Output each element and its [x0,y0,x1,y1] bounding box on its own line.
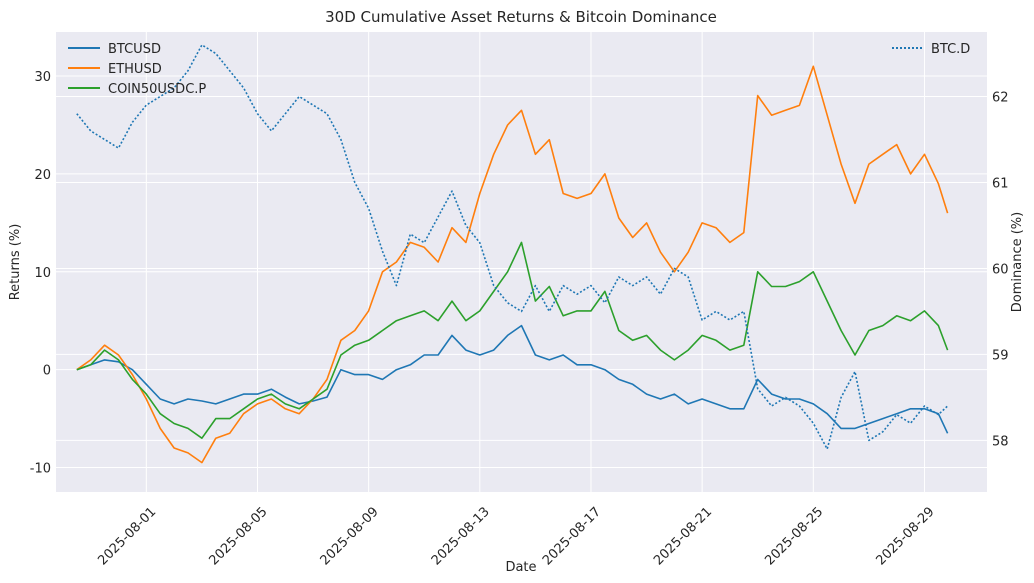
x-tick-label: 2025-08-21 [651,504,715,568]
legend-label-ethusd: ETHUSD [108,62,162,77]
x-tick-label: 2025-08-01 [95,504,159,568]
x-tick-labels: 2025-08-01 2025-08-05 2025-08-09 2025-08-13… [95,504,937,568]
y-tick-label: 30 [34,70,51,85]
y2-axis-label: Dominance (%) [1010,212,1025,312]
plot-area [56,32,987,492]
y-tick-label: 20 [34,168,51,183]
legend-label-btcd: BTC.D [931,42,970,57]
legend-left: BTCUSD ETHUSD COIN50USDC.P [68,42,206,97]
y2-tick-label: 60 [992,262,1009,277]
series-lines [76,44,949,464]
y-tick-label: -10 [30,462,51,477]
y2-tick-label: 62 [992,90,1009,105]
grid-lines [56,32,987,492]
chart-title: 30D Cumulative Asset Returns & Bitcoin D… [325,8,717,26]
x-tick-label: 2025-08-17 [540,504,604,568]
x-tick-label: 2025-08-09 [318,504,382,568]
x-tick-label: 2025-08-25 [762,504,826,568]
y2-tick-label: 59 [992,348,1009,363]
y-axis-label: Returns (%) [8,224,23,301]
series-line-coin50usdc-p [76,241,949,440]
legend-label-btcusd: BTCUSD [108,42,161,57]
y2-tick-label: 58 [992,434,1009,449]
legend-right: BTC.D [892,42,970,57]
x-tick-label: 2025-08-29 [873,504,937,568]
series-line-ethusd [76,65,949,464]
x-axis-label: Date [505,560,536,575]
y2-tick-labels: 58 59 60 61 62 [992,90,1009,449]
y-tick-label: 10 [34,266,51,281]
x-tick-label: 2025-08-13 [429,504,493,568]
series-line-btc-d [76,44,949,450]
series-line-btcusd [76,324,949,434]
legend-label-coin50: COIN50USDC.P [108,82,206,97]
y-tick-label: 0 [43,364,51,379]
y-tick-labels: -10 0 10 20 30 [30,70,51,476]
y2-tick-label: 61 [992,176,1009,191]
x-tick-label: 2025-08-05 [206,504,270,568]
